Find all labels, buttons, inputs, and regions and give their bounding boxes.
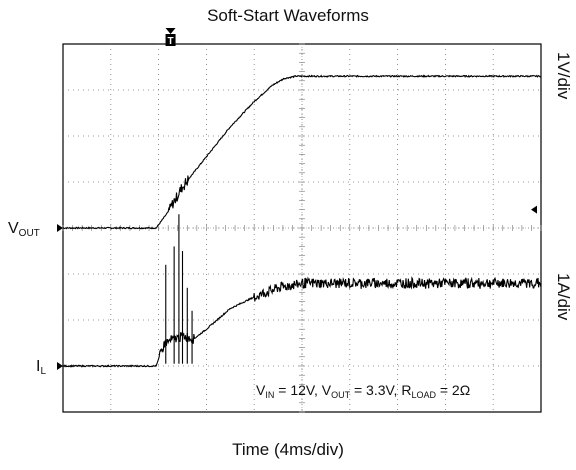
il-trace (62, 276, 542, 368)
vout-trace (62, 74, 542, 230)
trigger-arrow (165, 28, 176, 34)
conditions-annotation: VIN = 12V, VOUT = 3.3V, RLOAD = 2Ω (256, 382, 471, 400)
trigger-marker-box (165, 34, 176, 46)
x-axis-label: Time (4ms/div) (232, 440, 344, 459)
vout-scale-label: 1V/div (554, 52, 573, 100)
vout-channel-label: VOUT (8, 220, 40, 239)
il-scale-label: 1A/div (554, 273, 573, 321)
il-channel-label: IL (36, 358, 47, 377)
trigger-level-marker (531, 205, 537, 214)
il-ground-marker (57, 362, 63, 370)
vout-ground-marker (57, 224, 63, 232)
chart-title: Soft-Start Waveforms (207, 6, 369, 25)
trigger-marker-label: T (167, 36, 173, 47)
